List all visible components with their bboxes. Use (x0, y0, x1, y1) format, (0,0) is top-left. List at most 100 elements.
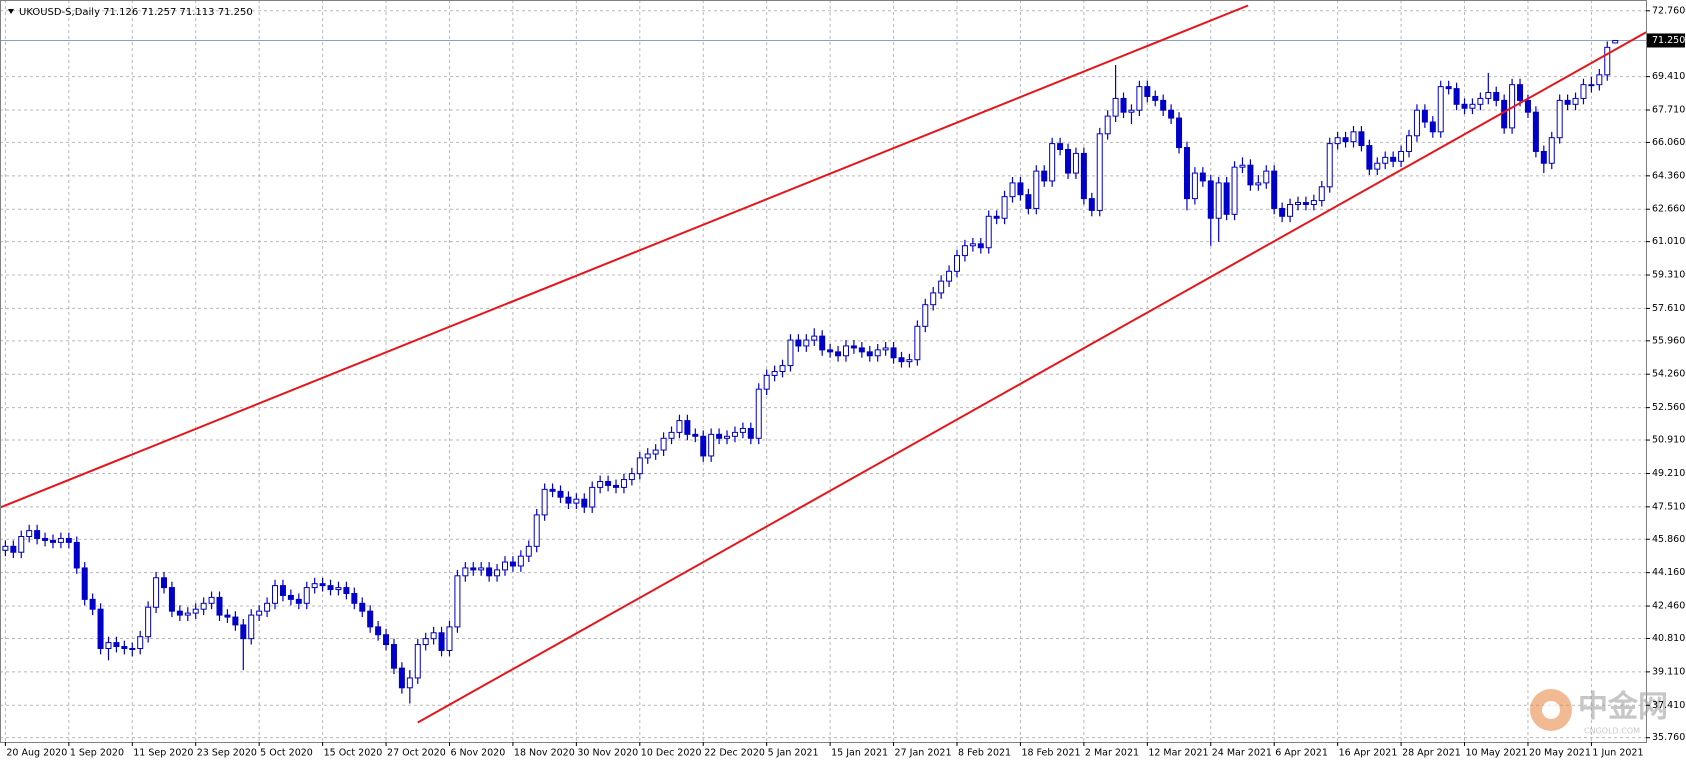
candle-body (716, 433, 723, 439)
candle-body (866, 351, 873, 357)
candle-body (1120, 97, 1127, 113)
candle-body (105, 642, 112, 649)
x-tick-label: 6 Apr 2021 (1275, 748, 1328, 759)
candle-body (383, 634, 390, 646)
candle-body (430, 632, 437, 640)
candle-body (827, 349, 834, 353)
candle-body (573, 498, 580, 504)
y-tick-label: 64.360 (1652, 170, 1685, 181)
candle-body (10, 545, 17, 553)
candle-body (65, 537, 72, 543)
candle-body (1001, 196, 1008, 219)
candle-body (1461, 103, 1468, 109)
x-tick-label: 6 Nov 2020 (450, 748, 505, 759)
candle-body (1215, 182, 1222, 219)
candle-body (1287, 204, 1294, 217)
candle-body (1271, 170, 1278, 209)
candle-body (1065, 149, 1072, 174)
candle-body (1080, 152, 1087, 200)
trend-line (0, 4, 1249, 509)
candle-body (264, 602, 271, 612)
candle-body (2, 545, 9, 551)
candle-body (819, 335, 826, 351)
y-tick-label: 45.860 (1652, 534, 1685, 545)
candle-body (755, 388, 762, 439)
candle-body (597, 481, 604, 488)
candle-body (898, 357, 905, 363)
candle-body (1231, 166, 1238, 215)
candle-body (724, 435, 731, 439)
candle-body (161, 577, 167, 589)
y-tick-label: 39.110 (1652, 666, 1685, 677)
candle-body (835, 351, 842, 357)
candle-body (692, 433, 699, 437)
y-tick-label: 66.060 (1652, 137, 1685, 148)
candle-body (787, 339, 794, 367)
candle-body (73, 541, 80, 569)
candle-body (628, 473, 635, 481)
candle-body (1469, 103, 1476, 109)
candle-body (652, 449, 659, 455)
candle-body (97, 608, 104, 649)
candle-body (414, 644, 421, 679)
menu-arrow[interactable] (8, 9, 14, 14)
candle-body (168, 587, 175, 612)
candle-body (184, 612, 191, 616)
candle-body (406, 677, 413, 689)
candle-body (1437, 86, 1444, 133)
candle-body (1049, 143, 1056, 182)
x-tick-label: 20 Aug 2020 (6, 748, 67, 759)
candle-body (993, 215, 1000, 219)
candle-body (303, 587, 310, 604)
candle-body (478, 567, 485, 571)
x-tick-label: 5 Jan 2021 (768, 748, 819, 759)
candle-body (1540, 150, 1547, 164)
candle-body (1429, 121, 1436, 133)
y-tick-label: 57.610 (1652, 303, 1685, 314)
candle-body (1342, 137, 1349, 143)
x-tick-label: 1 Jun 2021 (1592, 748, 1643, 759)
candle-body (1247, 164, 1254, 186)
candle-body (1580, 84, 1587, 99)
candle-body (961, 245, 968, 257)
candle-body (613, 484, 620, 488)
candle-body (1318, 186, 1325, 202)
candle-body (438, 632, 445, 651)
candle-body (1501, 99, 1508, 129)
candle-body (1168, 109, 1175, 119)
candle-body (216, 596, 223, 616)
candle-body (842, 345, 849, 357)
candle-body (938, 280, 945, 294)
candle-body (335, 587, 342, 591)
candle-body (557, 490, 564, 498)
candle-body (1017, 182, 1024, 196)
candle-body (89, 598, 96, 610)
candle-body (494, 569, 501, 577)
chart-title: UKOUSD-S,Daily 71.126 71.257 71.113 71.2… (19, 7, 253, 18)
candle-body (1009, 182, 1016, 198)
candle-body (176, 610, 183, 616)
candle-body (1191, 172, 1198, 200)
candle-body (375, 626, 382, 636)
y-tick-label: 35.760 (1652, 732, 1685, 743)
y-tick-label: 49.210 (1652, 468, 1685, 479)
x-tick-label: 18 Nov 2020 (514, 748, 575, 759)
candle-body (1413, 109, 1420, 137)
candle-body (1025, 194, 1032, 209)
candle-body (1199, 172, 1206, 182)
price-label: 71.250 (1652, 35, 1685, 46)
candle-body (620, 479, 627, 488)
plot-frame (0, 0, 1647, 743)
candle-body (985, 215, 992, 249)
candle-body (446, 626, 453, 651)
candle-body (137, 636, 144, 649)
candle-body (1350, 131, 1357, 143)
y-tick-label: 62.660 (1652, 204, 1685, 215)
candle-body (1057, 143, 1064, 151)
x-tick-label: 16 Apr 2021 (1339, 748, 1398, 759)
watermark-subtitle: CNGOLD.COM (1584, 727, 1640, 736)
candle-body (954, 255, 960, 272)
candle-body (486, 567, 493, 577)
candle-body (454, 575, 461, 628)
candle-body (1176, 117, 1183, 149)
